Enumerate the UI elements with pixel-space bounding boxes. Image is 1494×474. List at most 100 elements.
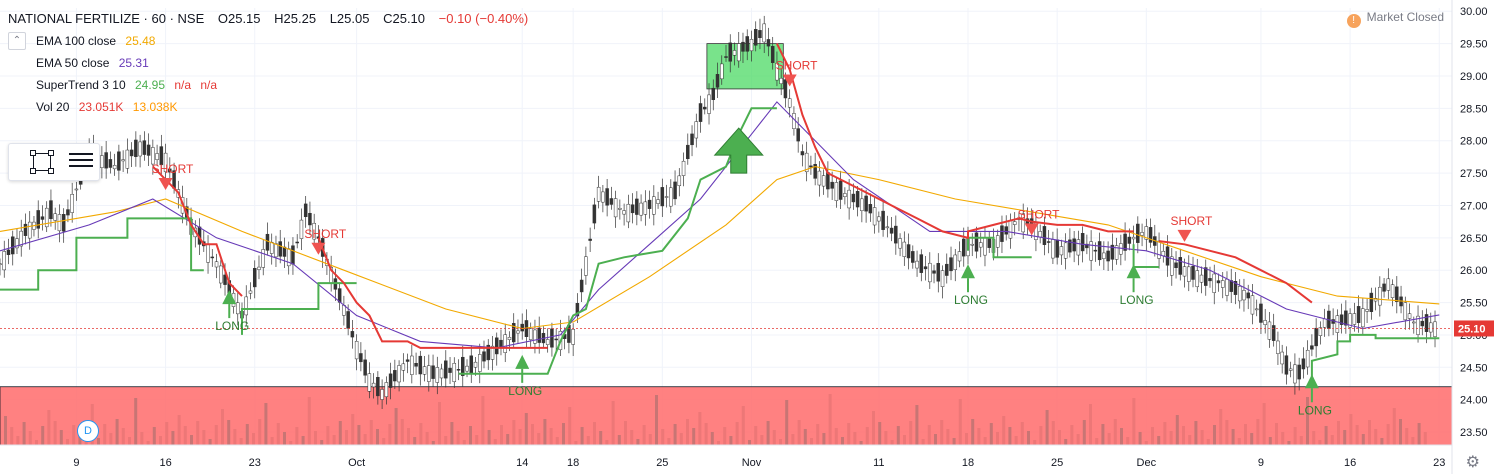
candle-body xyxy=(1055,239,1059,258)
volume-bar xyxy=(382,438,386,445)
candle-body xyxy=(1051,239,1055,259)
gear-icon[interactable]: ⚙ xyxy=(1465,454,1480,471)
indicator-volume[interactable]: Vol 20 23.051K 13.038K xyxy=(8,96,528,118)
volume-bar xyxy=(524,413,528,445)
candle-body xyxy=(770,46,775,63)
candle-body xyxy=(741,41,745,52)
candle-body xyxy=(613,198,618,218)
candle-body xyxy=(1356,306,1361,324)
candle-body xyxy=(265,233,270,251)
volume-bar xyxy=(1405,428,1409,445)
volume-bar xyxy=(1268,437,1272,445)
volume-bar xyxy=(1157,436,1161,445)
volume-bar xyxy=(934,434,937,445)
volume-bar xyxy=(909,421,913,445)
lines-tool-icon[interactable] xyxy=(69,153,93,171)
volume-bar xyxy=(128,437,131,445)
volume-bar xyxy=(1306,397,1309,445)
volume-bar xyxy=(667,438,671,445)
candle-body xyxy=(36,210,40,229)
candle-body xyxy=(715,74,720,88)
candle-body xyxy=(834,182,839,201)
collapse-legend-chevron-icon[interactable]: ⌃ xyxy=(8,32,26,50)
indicator-ema100[interactable]: EMA 100 close 25.48 xyxy=(8,30,528,52)
rectangle-tool-icon[interactable] xyxy=(30,150,54,174)
candle-body xyxy=(342,305,346,316)
volume-bar xyxy=(859,441,863,445)
volume-bar xyxy=(369,420,373,445)
volume-bar xyxy=(1231,429,1235,445)
candle-body xyxy=(1284,355,1289,375)
ohlc-low: L25.05 xyxy=(329,11,370,26)
candle-body xyxy=(248,290,253,294)
candle-body xyxy=(673,181,677,200)
candle-body xyxy=(1178,257,1183,275)
candle-body xyxy=(1080,233,1085,252)
candle-body xyxy=(1110,244,1115,260)
volume-bar xyxy=(834,428,838,445)
volume-bar xyxy=(66,439,69,445)
candle-body xyxy=(957,251,962,262)
volume-bar xyxy=(165,422,169,445)
candle-body xyxy=(550,328,554,348)
volume-bar xyxy=(1318,440,1322,445)
candle-body xyxy=(1059,246,1064,256)
volume-bar xyxy=(450,422,454,445)
candle-body xyxy=(1012,221,1017,225)
volume-bar xyxy=(1194,421,1198,445)
candle-body xyxy=(146,144,151,156)
dividend-badge[interactable]: D xyxy=(77,420,99,442)
volume-bar xyxy=(617,435,621,445)
volume-bar xyxy=(10,427,14,445)
candle-body xyxy=(57,214,62,232)
volume-bar xyxy=(493,439,497,445)
indicator-ema50[interactable]: EMA 50 close 25.31 xyxy=(8,52,528,74)
short-signal-label: SHORT xyxy=(304,227,346,241)
volume-bar xyxy=(661,429,665,445)
volume-bar xyxy=(1287,441,1291,445)
candle-body xyxy=(138,141,142,157)
candle-body xyxy=(151,147,155,165)
volume-bar xyxy=(890,440,894,445)
candle-body xyxy=(1233,281,1238,295)
volume-bar xyxy=(214,425,218,445)
volume-bar xyxy=(78,434,82,445)
volume-bar xyxy=(481,396,485,445)
volume-bar xyxy=(555,437,559,445)
volume-bar xyxy=(177,415,181,445)
volume-bar xyxy=(16,436,20,445)
symbol-title[interactable]: NATIONAL FERTILIZE · 60 · NSE xyxy=(8,11,205,26)
indicator-value: 24.95 xyxy=(134,78,165,92)
short-signal-arrow xyxy=(1024,223,1039,236)
candle-body xyxy=(686,144,690,160)
candle-body xyxy=(766,39,771,47)
market-status[interactable]: ! Market Closed xyxy=(1346,10,1444,28)
x-tick-label: 11 xyxy=(873,457,884,469)
volume-bar xyxy=(208,439,212,445)
candle-body xyxy=(168,168,172,173)
candle-body xyxy=(1093,249,1098,252)
candle-body xyxy=(66,209,70,216)
candle-body xyxy=(894,225,898,244)
volume-bar xyxy=(593,422,596,445)
candle-body xyxy=(545,339,550,345)
candle-body xyxy=(995,235,1000,248)
candle-body xyxy=(1314,327,1318,347)
indicator-supertrend[interactable]: SuperTrend 3 10 24.95 n/a n/a xyxy=(8,74,528,96)
y-tick-label: 28.50 xyxy=(1460,103,1488,115)
candle-body xyxy=(1119,243,1123,255)
candle-body xyxy=(1250,295,1255,315)
volume-bar xyxy=(1051,421,1055,445)
volume-bar xyxy=(580,427,584,445)
volume-bar xyxy=(797,420,801,445)
candle-body xyxy=(1348,313,1352,328)
candle-body xyxy=(435,367,440,383)
volume-bar xyxy=(1330,435,1334,445)
candle-body xyxy=(779,77,783,84)
volume-bar xyxy=(983,437,987,445)
candle-body xyxy=(1259,303,1263,323)
volume-bar xyxy=(1169,431,1173,445)
candle-body xyxy=(1165,246,1170,266)
candle-body xyxy=(473,361,478,368)
